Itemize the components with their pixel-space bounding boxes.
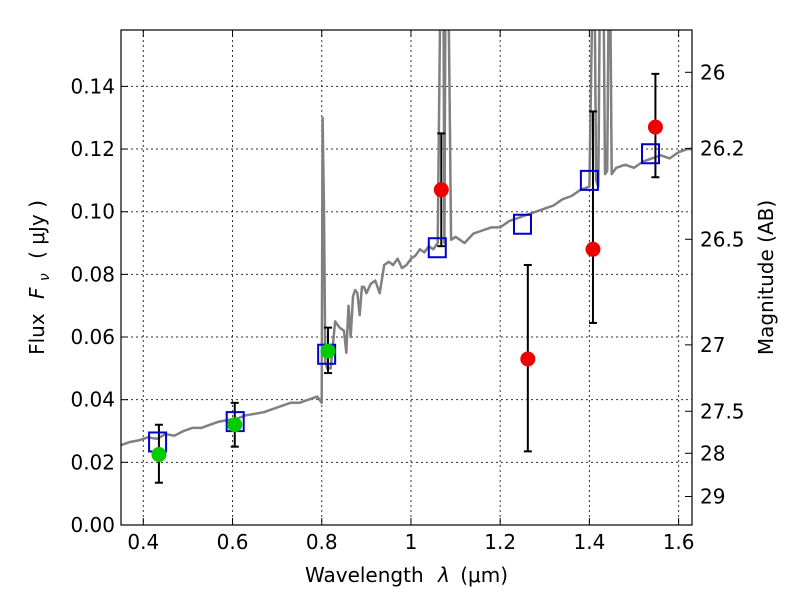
x-tick-label: 0.6 [217,530,249,554]
secondary-y-axis-label: Magnitude (AB) [754,200,778,355]
x-axis-label: Wavelength λ (μm) [305,563,508,587]
y-axis-label-symbol: F [25,287,49,299]
y-tick-label: 0.02 [70,450,115,474]
y-tick-label: 0.06 [70,325,115,349]
model-spectrum-layer [121,30,692,447]
x-tick-label: 0.4 [127,530,159,554]
model-point-square [427,237,447,259]
data-point-red [585,241,601,257]
x-axis-label-text: Wavelength [305,563,424,587]
magnitude-tick-label: 27 [700,333,725,357]
y-axis-label-subscript: ν [37,273,53,281]
data-point-green [151,447,167,463]
magnitude-tick-label: 28 [700,441,725,465]
x-tick-label: 1.4 [573,530,605,554]
y-axis-label-unit: ( μJy ) [25,200,49,259]
model-point-square [579,169,599,191]
magnitude-tick-label: 26 [700,60,725,84]
x-tick-label: 1 [405,530,418,554]
magnitude-tick-label: 29 [700,484,725,508]
data-point-red [520,351,536,367]
data-point-red [433,182,449,198]
data-point-green [320,343,336,359]
magnitude-tick-label: 27.5 [700,399,745,423]
observed-points-layer [151,119,663,463]
y-tick-label: 0.12 [70,137,115,161]
y-tick-label: 0.10 [70,200,115,224]
grid [121,30,692,526]
ticks: 0.4 0.6 0.8 1 1.2 1.4 1.6 0.00 0.02 0.04 0.06 0.08 0… [70,30,745,554]
y-tick-label: 0.00 [70,513,115,537]
x-tick-label: 1.6 [663,530,695,554]
x-axis-label-unit: (μm) [460,563,508,587]
y-tick-label: 0.08 [70,262,115,286]
x-axis-label-symbol: λ [437,563,450,587]
data-point-red [647,119,663,135]
model-point-square [641,143,661,165]
y-tick-label: 0.04 [70,388,115,412]
y-axis-label-text: Flux [25,313,49,355]
x-tick-label: 0.8 [306,530,338,554]
model-points-layer [148,143,661,453]
magnitude-tick-label: 26.2 [700,136,745,160]
y-tick-label: 0.14 [70,74,115,98]
plot-frame [120,29,693,526]
magnitude-tick-label: 26.5 [700,227,745,251]
x-tick-label: 1.2 [484,530,516,554]
y-axis-label: Flux F ν ( μJy ) [25,200,54,355]
model-point-square [512,213,532,235]
data-point-green [227,417,243,433]
model-spectrum-line [121,30,692,447]
